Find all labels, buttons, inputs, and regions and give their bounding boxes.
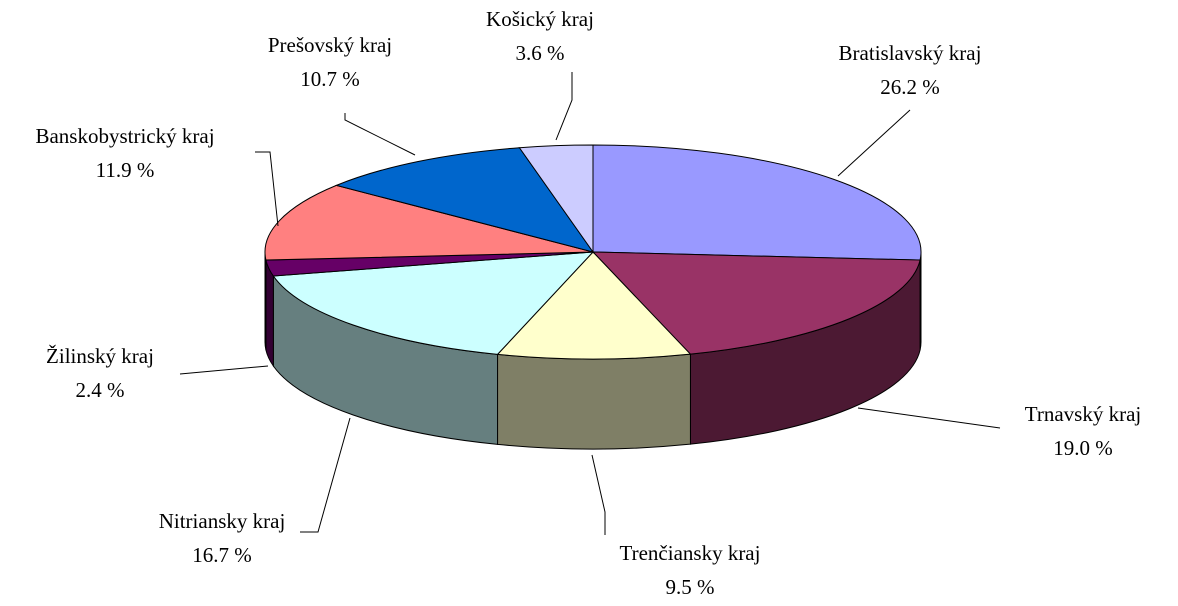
leader-line <box>255 151 279 227</box>
slice-value-label: 19.0 % <box>1053 436 1113 460</box>
pie-slice <box>591 251 921 355</box>
pie-slice <box>518 144 594 254</box>
leader-line <box>300 417 351 533</box>
leader-line <box>555 72 573 141</box>
leader-line <box>837 109 911 177</box>
slice-label: Košický kraj <box>486 7 594 31</box>
slice-label: Banskobystrický kraj <box>35 124 214 148</box>
leader-line <box>179 365 269 375</box>
pie-side <box>265 259 274 368</box>
pie-slice <box>272 251 595 355</box>
slice-label: Trenčiansky kraj <box>620 541 761 565</box>
pie-slice <box>592 144 922 261</box>
slice-label: Trnavský kraj <box>1025 402 1141 426</box>
slice-value-label: 11.9 % <box>96 158 155 182</box>
slice-label: Bratislavský kraj <box>839 41 982 65</box>
slice-value-label: 2.4 % <box>76 378 125 402</box>
slice-value-label: 26.2 % <box>880 75 940 99</box>
slice-label: Žilinský kraj <box>46 344 154 368</box>
slice-value-label: 16.7 % <box>192 543 252 567</box>
slice-label: Prešovský kraj <box>268 33 392 57</box>
slice-value-label: 9.5 % <box>666 575 715 599</box>
slice-label: Nitriansky kraj <box>159 509 286 533</box>
slice-value-label: 10.7 % <box>300 67 360 91</box>
pie-slice <box>496 251 692 360</box>
pie-side <box>264 251 267 351</box>
pie-slice <box>334 147 595 253</box>
pie-side <box>497 353 691 450</box>
leader-line <box>591 454 606 535</box>
leader-line <box>857 407 1001 429</box>
leader-line <box>344 113 416 156</box>
pie-slice <box>264 184 594 261</box>
slice-value-label: 3.6 % <box>516 41 565 65</box>
